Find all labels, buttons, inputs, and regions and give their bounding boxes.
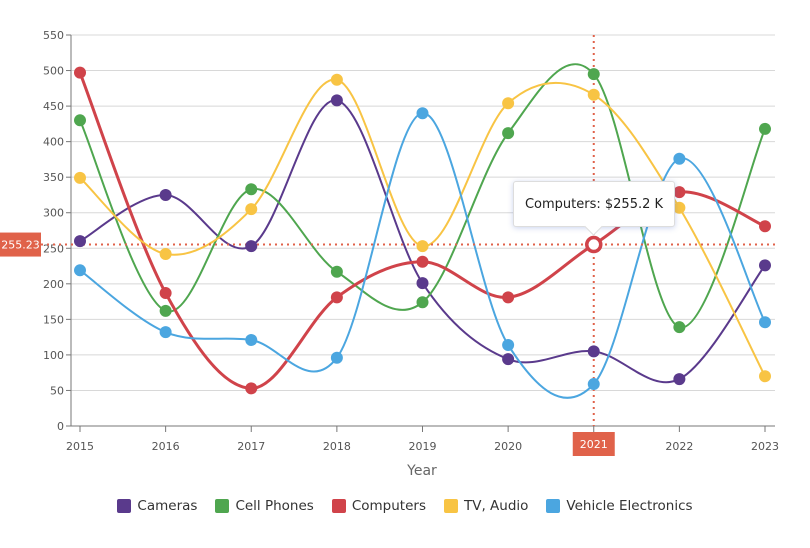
y-tick-label: 400	[43, 136, 64, 149]
x-tick-label: 2015	[66, 440, 94, 453]
legend-swatch	[215, 499, 230, 513]
data-point	[245, 240, 258, 253]
legend-swatch	[117, 499, 132, 513]
legend-label: Computers	[351, 498, 426, 514]
data-point	[673, 186, 686, 199]
data-point	[245, 183, 258, 196]
data-point	[416, 240, 429, 253]
series-line	[79, 99, 766, 384]
series-line	[78, 72, 766, 390]
legend-label: Cell Phones	[235, 498, 314, 514]
tooltip: Computers: $255.2 K	[513, 181, 675, 227]
data-point	[759, 316, 771, 329]
data-point	[502, 291, 515, 304]
x-tick-label: 2022	[665, 440, 693, 453]
data-point	[759, 370, 771, 383]
legend-label: TV, Audio	[463, 498, 529, 514]
data-point	[587, 345, 600, 358]
data-point	[416, 296, 429, 309]
data-point	[330, 265, 343, 278]
data-point	[759, 259, 771, 272]
data-point	[159, 326, 172, 339]
x-axis-title: Year	[406, 463, 437, 479]
data-point	[673, 373, 686, 386]
data-point	[502, 97, 515, 110]
data-point	[587, 88, 600, 101]
data-point	[74, 66, 86, 79]
legend-item[interactable]: Cell Phones	[215, 498, 314, 514]
data-point	[245, 382, 258, 395]
y-tick-label: 550	[43, 29, 64, 42]
data-point	[502, 338, 515, 351]
legend-label: Vehicle Electronics	[566, 498, 693, 514]
data-point	[587, 68, 600, 81]
crosshair: 255.23 2021	[0, 35, 775, 456]
crosshair-y-label-bg	[0, 232, 41, 257]
legend-swatch	[546, 499, 561, 513]
data-point	[74, 235, 86, 248]
x-tick-label: 2016	[152, 440, 180, 453]
crosshair-y-label: 255.23	[1, 239, 40, 252]
legend: Cameras Cell Phones Computers TV, Audio Vehi…	[0, 498, 810, 514]
data-point	[587, 378, 600, 391]
y-tick-label: 150	[43, 313, 64, 326]
data-point	[673, 201, 686, 214]
data-point	[245, 203, 258, 216]
data-point	[159, 287, 172, 300]
tooltip-text: Computers: $255.2 K	[524, 196, 664, 212]
crosshair-x-label-bg	[572, 432, 615, 456]
legend-label: Cameras	[137, 498, 198, 514]
data-point	[245, 333, 258, 346]
data-point	[416, 277, 429, 290]
data-point	[673, 152, 686, 165]
y-tick-label: 500	[43, 65, 64, 78]
y-tick-label: 450	[43, 100, 64, 113]
data-point	[759, 122, 771, 135]
data-point	[416, 255, 429, 268]
highlighted-point	[585, 235, 603, 254]
y-tick-label: 350	[43, 171, 64, 184]
data-point	[330, 291, 343, 304]
data-point	[759, 220, 771, 233]
legend-item[interactable]: Computers	[331, 498, 426, 514]
x-tick-label: 2018	[323, 440, 351, 453]
y-tick-label: 300	[43, 207, 64, 220]
series-points	[74, 66, 771, 395]
series-line	[79, 63, 766, 329]
y-tick-label: 100	[43, 349, 64, 362]
data-point	[502, 353, 515, 366]
y-tick-label: 50	[50, 384, 64, 397]
data-point	[159, 247, 172, 260]
data-point	[330, 73, 343, 86]
data-point	[673, 321, 686, 334]
data-point	[159, 188, 172, 201]
legend-swatch	[443, 499, 458, 513]
series-line	[79, 78, 766, 377]
legend-item[interactable]: TV, Audio	[443, 498, 529, 514]
y-tick-label: 0	[57, 420, 64, 433]
x-tick-label: 2023	[751, 440, 779, 453]
data-point	[416, 107, 429, 120]
data-point	[159, 304, 172, 317]
crosshair-x-label: 2021	[580, 438, 608, 451]
data-point	[502, 127, 515, 140]
x-tick-label: 2017	[237, 440, 265, 453]
legend-item[interactable]: Cameras	[117, 498, 197, 514]
legend-item[interactable]: Vehicle Electronics	[546, 498, 693, 514]
x-tick-label: 2019	[409, 440, 437, 453]
data-point	[330, 351, 343, 364]
legend-swatch	[331, 499, 346, 513]
y-tick-label: 200	[43, 278, 64, 291]
data-point	[74, 171, 86, 184]
data-point	[74, 264, 86, 277]
data-point	[74, 114, 86, 127]
x-tick-label: 2020	[494, 440, 522, 453]
data-point	[330, 94, 343, 107]
